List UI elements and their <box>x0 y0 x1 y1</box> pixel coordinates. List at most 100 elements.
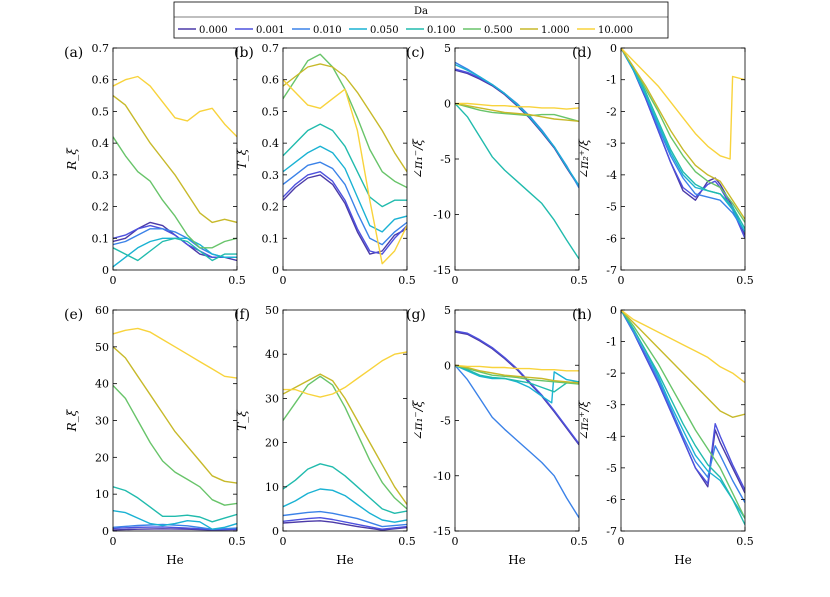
y-tick-label: 0.4 <box>92 137 110 150</box>
series-group <box>283 53 407 265</box>
series-line-da-0-001 <box>283 171 407 255</box>
series-line-da-0-010 <box>621 310 745 503</box>
panel-label: (h) <box>572 307 592 323</box>
y-axis-label: ∠π₂⁺/ξ <box>577 399 591 440</box>
x-tick-label: 0.5 <box>570 274 588 287</box>
y-tick-label: 40 <box>95 378 109 391</box>
series-line-da-0-050 <box>283 488 407 523</box>
series-line-da-10-000 <box>621 310 745 384</box>
series-line-da-0-010 <box>283 161 407 246</box>
axes-frame <box>620 47 746 271</box>
series-line-da-0-100 <box>455 103 579 260</box>
x-tick-label: 0.5 <box>736 535 754 548</box>
series-line-da-0-010 <box>455 364 579 519</box>
y-tick-label: 0 <box>102 525 109 538</box>
y-tick-label: 0.5 <box>262 105 280 118</box>
x-tick-label: 0.5 <box>228 274 246 287</box>
series-line-da-10-000 <box>283 79 407 265</box>
series-line-da-0-000 <box>455 69 579 188</box>
y-tick-label: -5 <box>606 201 617 214</box>
y-tick-label: 0.1 <box>262 232 280 245</box>
series-line-da-10-000 <box>113 75 237 138</box>
legend-label: 1.000 <box>541 25 570 36</box>
legend-label: 10.000 <box>598 25 633 36</box>
y-tick-label: 0.5 <box>92 105 110 118</box>
y-tick-label: -3 <box>606 137 617 150</box>
y-tick-label: 0.3 <box>92 169 110 182</box>
y-tick-label: 0 <box>102 264 109 277</box>
series-line-da-1-000 <box>455 102 579 122</box>
axes-frame <box>112 47 238 271</box>
series-line-da-0-500 <box>621 310 745 519</box>
panel-f: 0 10 20 30 40 50 0 0.5 (f) He T_ξ <box>234 304 416 567</box>
series-line-da-0-050 <box>455 364 579 404</box>
panel-b: 0 0.1 0.2 0.3 0.4 0.5 0.6 0.7 0 0.5 (b) T_ξ <box>234 42 416 287</box>
x-axis-label: He <box>508 553 526 567</box>
y-tick-label: -5 <box>440 153 451 166</box>
y-tick-label: -7 <box>606 525 617 538</box>
series-group <box>455 61 579 260</box>
y-tick-label: -2 <box>606 105 617 118</box>
series-line-da-0-100 <box>113 486 237 523</box>
panel-a: 0 0.1 0.2 0.3 0.4 0.5 0.6 0.7 0 0.5 (a) R_ξ <box>64 42 246 287</box>
legend-label: 0.050 <box>370 25 399 36</box>
y-tick-label: 0.7 <box>262 42 280 55</box>
y-tick-label: 40 <box>265 348 279 361</box>
y-axis-label: T_ξ <box>235 409 249 431</box>
series-line-da-10-000 <box>283 351 407 398</box>
series-line-da-1-000 <box>621 310 745 418</box>
series-line-da-0-050 <box>455 63 579 186</box>
y-tick-label: -15 <box>433 264 451 277</box>
x-tick-label: 0 <box>618 535 625 548</box>
panel-label: (a) <box>64 45 83 61</box>
panel-g: -15 -10 -5 0 5 0 0.5 (g) He ∠π₁⁻/ξ <box>406 304 588 567</box>
x-tick-label: 0 <box>452 535 459 548</box>
series-line-da-0-001 <box>621 310 745 491</box>
legend-label: 0.500 <box>484 25 513 36</box>
legend: Da 0.000 0.001 0.010 0.050 0.100 0.500 1.000 10.… <box>173 1 669 39</box>
y-tick-label: 0.2 <box>92 201 110 214</box>
x-tick-label: 0 <box>280 535 287 548</box>
series-group <box>455 330 579 519</box>
panel-h: -7 -6 -5 -4 -3 -2 -1 0 0 0.5 (h) He ∠π₂⁺/ξ <box>572 304 754 567</box>
series-line-da-0-100 <box>283 463 407 514</box>
series-line-da-0-100 <box>455 364 579 393</box>
y-tick-label: -1 <box>606 74 617 87</box>
y-tick-label: 0 <box>610 304 617 317</box>
x-axis-label: He <box>674 553 692 567</box>
y-tick-label: 10 <box>95 488 109 501</box>
y-tick-label: -10 <box>433 209 451 222</box>
series-line-da-0-500 <box>621 48 745 223</box>
series-line-da-0-500 <box>113 136 237 249</box>
series-group <box>621 310 745 526</box>
y-axis-label: R_ξ <box>65 147 79 171</box>
series-line-da-1-000 <box>455 364 579 384</box>
y-tick-label: -6 <box>606 493 617 506</box>
y-tick-label: 20 <box>95 451 109 464</box>
x-tick-label: 0 <box>280 274 287 287</box>
y-tick-label: 50 <box>95 341 109 354</box>
series-line-da-1-000 <box>113 346 237 484</box>
y-tick-label: 0.6 <box>92 74 110 87</box>
chart-panels: 00.10.20.30.40.50.60.70 0.5(a)R_ξ00.10.20… <box>64 42 754 567</box>
x-tick-label: 0 <box>618 274 625 287</box>
series-line-da-0-500 <box>455 364 579 385</box>
axes-frame <box>282 309 408 532</box>
legend-label: 0.100 <box>427 25 456 36</box>
y-axis-label: ∠π₂⁺/ξ <box>577 138 591 179</box>
x-tick-label: 0.5 <box>570 535 588 548</box>
y-tick-label: 0 <box>610 42 617 55</box>
series-line-da-0-500 <box>113 385 237 506</box>
series-line-da-0-050 <box>113 510 237 530</box>
legend-label: 0.001 <box>256 25 285 36</box>
legend-box <box>173 1 669 39</box>
y-tick-label: 0.2 <box>262 201 280 214</box>
y-axis-label: ∠π₁⁻/ξ <box>411 399 425 440</box>
y-tick-label: 0 <box>444 98 451 111</box>
series-group <box>113 327 237 531</box>
series-line-da-0-050 <box>283 145 407 233</box>
y-tick-label: -3 <box>606 399 617 412</box>
panel-label: (d) <box>572 45 592 61</box>
series-line-da-0-500 <box>455 102 579 122</box>
axes-frame <box>112 309 238 532</box>
